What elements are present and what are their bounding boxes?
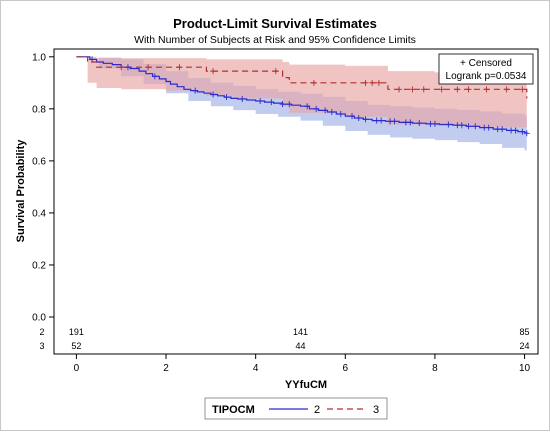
- censor-mark-2: [523, 130, 530, 137]
- censor-mark-3: [210, 68, 217, 75]
- censor-mark-2: [431, 120, 438, 127]
- censor-mark-2: [465, 123, 472, 130]
- survival-curves: [76, 56, 528, 134]
- censor-mark-2: [512, 127, 519, 134]
- legend-title: TIPOCM: [212, 404, 255, 416]
- at-risk-count: 85: [520, 327, 530, 337]
- censor-mark-2: [279, 101, 286, 108]
- censor-mark-3: [454, 86, 461, 93]
- censor-marks: [89, 56, 530, 137]
- censor-mark-2: [407, 119, 414, 126]
- censor-mark-2: [458, 122, 465, 129]
- at-risk-group-label: 3: [39, 341, 44, 351]
- chart-subtitle: With Number of Subjects at Risk and 95% …: [134, 34, 416, 46]
- censor-mark-2: [337, 111, 344, 118]
- censor-mark-2: [322, 107, 329, 114]
- censor-mark-2: [89, 56, 96, 63]
- chart-title: Product-Limit Survival Estimates: [173, 16, 377, 31]
- x-tick-label: 8: [432, 363, 438, 374]
- censor-mark-3: [396, 86, 403, 93]
- censor-mark-3: [176, 64, 183, 71]
- x-tick-label: 2: [163, 363, 169, 374]
- at-risk-count: 24: [520, 341, 530, 351]
- censor-mark-3: [503, 86, 510, 93]
- censor-mark-2: [355, 114, 362, 121]
- censor-mark-3: [438, 86, 445, 93]
- at-risk-count: 44: [295, 341, 305, 351]
- censor-mark-2: [416, 120, 423, 127]
- y-axis: 0.0 0.2 0.4 0.6 0.8 1.0: [32, 52, 54, 324]
- censor-mark-2: [223, 94, 230, 101]
- censor-mark-2: [192, 87, 199, 94]
- at-risk-table: 2 191 141 85 3 52 44 24: [39, 327, 529, 351]
- censor-mark-2: [445, 121, 452, 128]
- x-axis-label: YYfuCM: [285, 379, 327, 391]
- survival-curve-3: [76, 56, 528, 99]
- censor-mark-2: [472, 123, 479, 130]
- censor-mark-2: [304, 103, 311, 110]
- censor-mark-2: [210, 91, 217, 98]
- censor-mark-2: [362, 116, 369, 123]
- y-tick-label: 0.4: [32, 208, 46, 219]
- censor-mark-2: [313, 105, 320, 112]
- censor-mark-3: [483, 86, 490, 93]
- censor-mark-3: [409, 86, 416, 93]
- x-tick-label: 6: [343, 363, 349, 374]
- censored-label: + Censored: [460, 58, 512, 69]
- censor-mark-3: [310, 79, 317, 86]
- censor-mark-3: [145, 64, 152, 71]
- censor-mark-3: [519, 86, 526, 93]
- censor-mark-3: [272, 68, 279, 75]
- censor-mark-3: [362, 79, 369, 86]
- censor-mark-2: [499, 126, 506, 133]
- censor-mark-2: [349, 113, 356, 120]
- at-risk-count: 141: [293, 327, 308, 337]
- at-risk-group-label: 2: [39, 327, 44, 337]
- legend-label-2: 2: [314, 404, 320, 416]
- y-tick-label: 0.6: [32, 156, 46, 167]
- confidence-bands: [76, 56, 527, 151]
- x-tick-label: 0: [74, 363, 80, 374]
- legend: TIPOCM 2 3: [204, 397, 388, 420]
- censor-mark-2: [519, 128, 526, 135]
- censor-mark-2: [286, 101, 293, 108]
- censor-mark-3: [118, 64, 125, 71]
- confidence-band-3: [76, 56, 527, 138]
- at-risk-count: 52: [71, 341, 81, 351]
- censor-mark-2: [151, 73, 158, 80]
- x-tick-label: 4: [253, 363, 259, 374]
- censor-mark-2: [124, 64, 131, 71]
- x-tick-label: 10: [519, 363, 531, 374]
- y-axis-label: Survival Probability: [15, 139, 27, 243]
- y-tick-label: 1.0: [32, 52, 46, 63]
- inset-box: + Censored Logrank p=0.0534: [438, 53, 534, 85]
- y-tick-label: 0.8: [32, 104, 46, 115]
- censor-mark-2: [485, 124, 492, 131]
- censor-mark-3: [420, 86, 427, 93]
- y-tick-label: 0.0: [32, 313, 46, 324]
- legend-label-3: 3: [373, 404, 379, 416]
- y-tick-label: 0.2: [32, 260, 46, 271]
- censor-mark-2: [391, 118, 398, 125]
- at-risk-count: 191: [69, 327, 84, 337]
- logrank-label: Logrank p=0.0534: [446, 71, 527, 82]
- x-axis: 0 2 4 6 8 10: [74, 354, 531, 374]
- survival-curve-2: [76, 56, 528, 134]
- censor-mark-3: [375, 79, 382, 86]
- censor-mark-3: [369, 79, 376, 86]
- censor-mark-2: [328, 108, 335, 115]
- censor-mark-3: [465, 86, 472, 93]
- censor-mark-2: [268, 99, 275, 106]
- censor-mark-2: [378, 117, 385, 124]
- censor-mark-2: [239, 95, 246, 102]
- censor-mark-2: [257, 98, 264, 105]
